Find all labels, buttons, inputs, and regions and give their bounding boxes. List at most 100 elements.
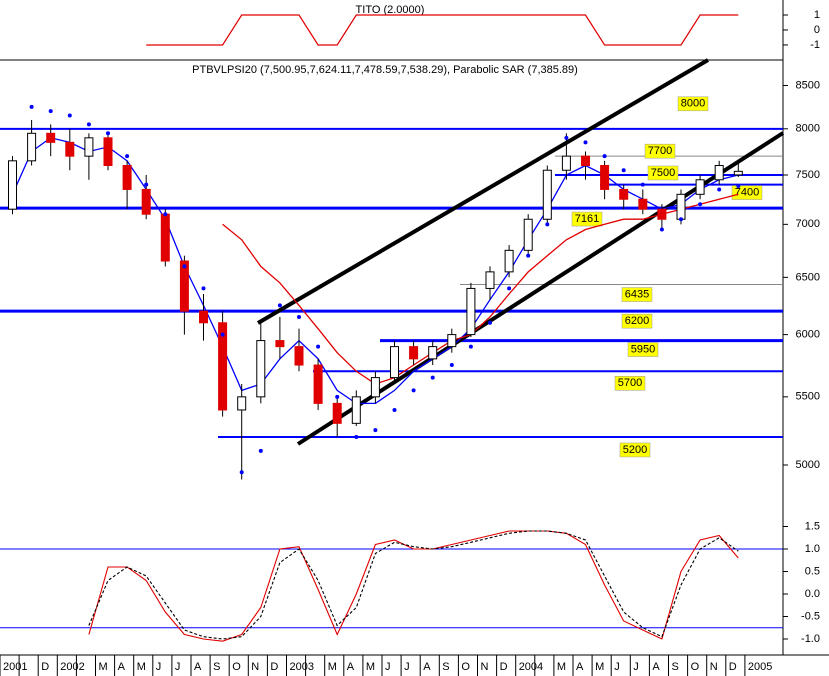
sar-dot bbox=[430, 375, 435, 380]
x-tick-label: M bbox=[366, 661, 375, 673]
level-label: 8000 bbox=[681, 98, 705, 110]
sar-dot bbox=[411, 388, 416, 393]
level-label: 7400 bbox=[735, 186, 759, 198]
y-tick-label: 1 bbox=[814, 9, 820, 21]
sar-dot bbox=[507, 286, 512, 291]
candle-body bbox=[542, 169, 552, 220]
x-tick-label: S bbox=[442, 661, 449, 673]
x-tick-label: M bbox=[595, 661, 604, 673]
level-label: 5950 bbox=[631, 343, 655, 355]
x-tick-label: S bbox=[672, 661, 679, 673]
level-label: 6435 bbox=[625, 288, 649, 300]
candle-body bbox=[485, 271, 495, 289]
sar-dot bbox=[526, 253, 531, 258]
level-label-box bbox=[677, 96, 709, 112]
candle-body bbox=[275, 340, 285, 348]
candle-body bbox=[676, 193, 686, 220]
y-tick-label: -0.5 bbox=[801, 610, 820, 622]
indicator-title: TITO (2.0000) bbox=[356, 4, 425, 16]
candle-body bbox=[714, 165, 724, 181]
level-label: 6200 bbox=[625, 315, 649, 327]
level-label-box bbox=[621, 313, 653, 329]
sar-dot bbox=[106, 131, 110, 136]
sar-dot bbox=[564, 135, 569, 140]
candle-body bbox=[428, 346, 438, 360]
level-label-box bbox=[627, 342, 659, 357]
trend-line bbox=[256, 58, 710, 325]
sar-dot bbox=[717, 187, 722, 192]
sar-dot bbox=[67, 113, 72, 118]
level-label: 5200 bbox=[623, 444, 647, 456]
candle-body bbox=[160, 213, 170, 262]
candle-body bbox=[237, 396, 247, 411]
candle-body bbox=[46, 132, 56, 143]
candle-body bbox=[103, 137, 113, 167]
y-tick-label: 5000 bbox=[796, 459, 820, 471]
y-tick-label: 0.5 bbox=[805, 565, 820, 577]
x-tick-label: D bbox=[729, 661, 737, 673]
sar-dot bbox=[583, 140, 588, 145]
candle-body bbox=[294, 346, 304, 366]
x-tick-label: J bbox=[633, 661, 639, 673]
y-tick-label: 6500 bbox=[796, 271, 820, 283]
sar-dot bbox=[144, 182, 149, 187]
x-tick-label: A bbox=[576, 661, 584, 673]
candle-body bbox=[733, 170, 743, 176]
sar-dot bbox=[220, 332, 225, 337]
x-tick-label: J bbox=[614, 661, 620, 673]
level-label-box bbox=[614, 376, 646, 391]
x-tick-label: J bbox=[156, 661, 162, 673]
x-tick-label: J bbox=[385, 661, 391, 673]
sar-dot bbox=[125, 154, 130, 159]
sar-dot bbox=[621, 168, 626, 173]
candle-body bbox=[218, 322, 228, 411]
y-tick-label: 7500 bbox=[796, 169, 820, 181]
indicator-line bbox=[146, 14, 739, 46]
sar-dot bbox=[201, 286, 206, 291]
oscillator-line bbox=[88, 530, 739, 640]
sar-dot bbox=[48, 109, 53, 114]
x-tick-label: 2002 bbox=[60, 661, 84, 673]
candle-body bbox=[179, 260, 189, 312]
sar-dot bbox=[354, 434, 359, 439]
sar-dot bbox=[163, 212, 168, 217]
y-tick-label: -1.0 bbox=[801, 633, 820, 645]
x-tick-label: D bbox=[41, 661, 49, 673]
sar-dot bbox=[659, 227, 664, 232]
x-tick-label: 2001 bbox=[3, 661, 27, 673]
y-tick-label: 5500 bbox=[796, 391, 820, 403]
candle-body bbox=[619, 188, 629, 200]
candle-body bbox=[141, 188, 151, 215]
candle-body bbox=[27, 132, 37, 162]
sar-dot bbox=[640, 182, 645, 187]
level-label: 7500 bbox=[651, 167, 675, 179]
candle-body bbox=[581, 155, 590, 167]
candle-body bbox=[351, 396, 361, 424]
candle-body bbox=[657, 208, 667, 220]
x-tick-label: N bbox=[481, 661, 489, 673]
y-tick-label: 7000 bbox=[796, 218, 820, 230]
sar-dot bbox=[545, 222, 550, 227]
level-label: 5700 bbox=[618, 377, 642, 389]
candle-body bbox=[409, 346, 419, 360]
x-tick-label: O bbox=[691, 661, 700, 673]
y-tick-label: 1.5 bbox=[805, 520, 820, 532]
moving-average bbox=[11, 137, 739, 405]
candle-body bbox=[447, 334, 457, 348]
sar-dot bbox=[86, 122, 91, 127]
x-tick-label: N bbox=[251, 661, 259, 673]
x-tick-label: A bbox=[118, 661, 126, 673]
candle-body bbox=[332, 402, 342, 424]
sar-dot bbox=[182, 264, 187, 269]
level-label: 7700 bbox=[648, 145, 672, 157]
x-tick-label: A bbox=[652, 661, 660, 673]
candle-body bbox=[600, 165, 610, 190]
sar-dot bbox=[488, 320, 492, 325]
y-tick-label: -1 bbox=[810, 39, 820, 51]
candle-body bbox=[695, 179, 705, 195]
level-label-box bbox=[571, 211, 603, 227]
x-tick-label: A bbox=[194, 661, 202, 673]
moving-average bbox=[222, 193, 739, 385]
